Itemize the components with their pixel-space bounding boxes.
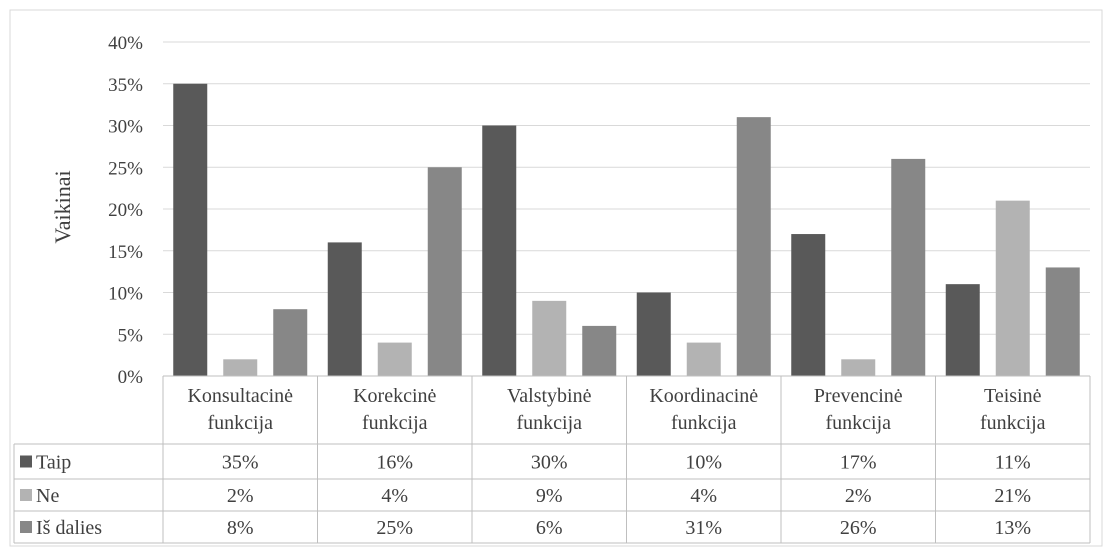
data-label: 17% [840,452,877,474]
category-label: Valstybinė [507,385,592,407]
y-tick-label: 0% [118,367,144,388]
bar-ne [686,342,721,376]
legend-swatch [20,521,32,533]
y-tick-label: 5% [118,325,144,346]
category-label: Prevencinė [814,385,903,407]
data-label: 4% [381,485,408,507]
legend-label: Taip [36,452,71,474]
data-label: 25% [376,517,413,539]
legend-swatch [20,455,32,468]
bar-ne [223,359,258,376]
bar-is-dalies [891,158,926,376]
data-label: 2% [227,485,254,507]
bar-is-dalies [736,117,771,377]
bar-is-dalies [427,167,462,376]
bar-taip [173,83,208,376]
data-label: 2% [845,485,872,507]
data-label: 9% [536,485,563,507]
category-label: funkcija [825,412,891,434]
data-label: 8% [227,517,254,539]
bars [173,83,1080,377]
legend-label: Iš dalies [36,517,102,539]
y-axis-label: Vaikinai [50,170,75,243]
data-label: 30% [531,452,568,474]
data-label: 4% [690,485,717,507]
bar-ne [532,300,567,376]
bar-is-dalies [582,325,617,376]
bar-taip [636,292,671,376]
bar-ne [995,200,1030,376]
category-label: Korekcinė [353,385,436,407]
y-tick-label: 40% [108,33,143,54]
bar-taip [327,242,362,376]
bar-taip [791,234,826,376]
bar-taip [945,284,980,376]
data-label: 26% [840,517,877,539]
y-tick-label: 15% [108,242,143,263]
category-label: funkcija [516,412,582,434]
category-label: funkcija [207,412,273,434]
y-tick-label: 25% [108,158,143,179]
data-label: 6% [536,517,563,539]
y-tick-label: 10% [108,284,143,305]
y-tick-label: 20% [108,200,143,221]
category-label: Konsultacinė [187,385,293,407]
category-label: Koordinacinė [649,385,758,407]
data-label: 31% [685,517,722,539]
legend-label: Ne [36,485,59,507]
bar-ne [841,359,876,376]
bar-ne [377,342,412,376]
legend-swatch [20,489,32,501]
data-table: Konsultacinė funkcija Korekcinė funkcija Val… [13,375,1091,544]
category-label: funkcija [362,412,428,434]
category-label: funkcija [980,412,1046,434]
y-tick-label: 35% [108,75,143,96]
y-axis-ticks: 0% 5% 10% 15% 20% 25% 30% 35% 40% [108,33,143,388]
data-label: 11% [995,452,1031,474]
bar-is-dalies [1045,267,1080,376]
y-tick-label: 30% [108,117,143,138]
bar-is-dalies [273,309,308,376]
category-label: Teisinė [984,385,1042,407]
data-label: 21% [994,485,1031,507]
bar-taip [482,125,517,376]
data-label: 13% [994,517,1031,539]
data-label: 10% [685,452,722,474]
data-label: 16% [376,452,413,474]
data-label: 35% [222,452,259,474]
category-label: funkcija [671,412,737,434]
